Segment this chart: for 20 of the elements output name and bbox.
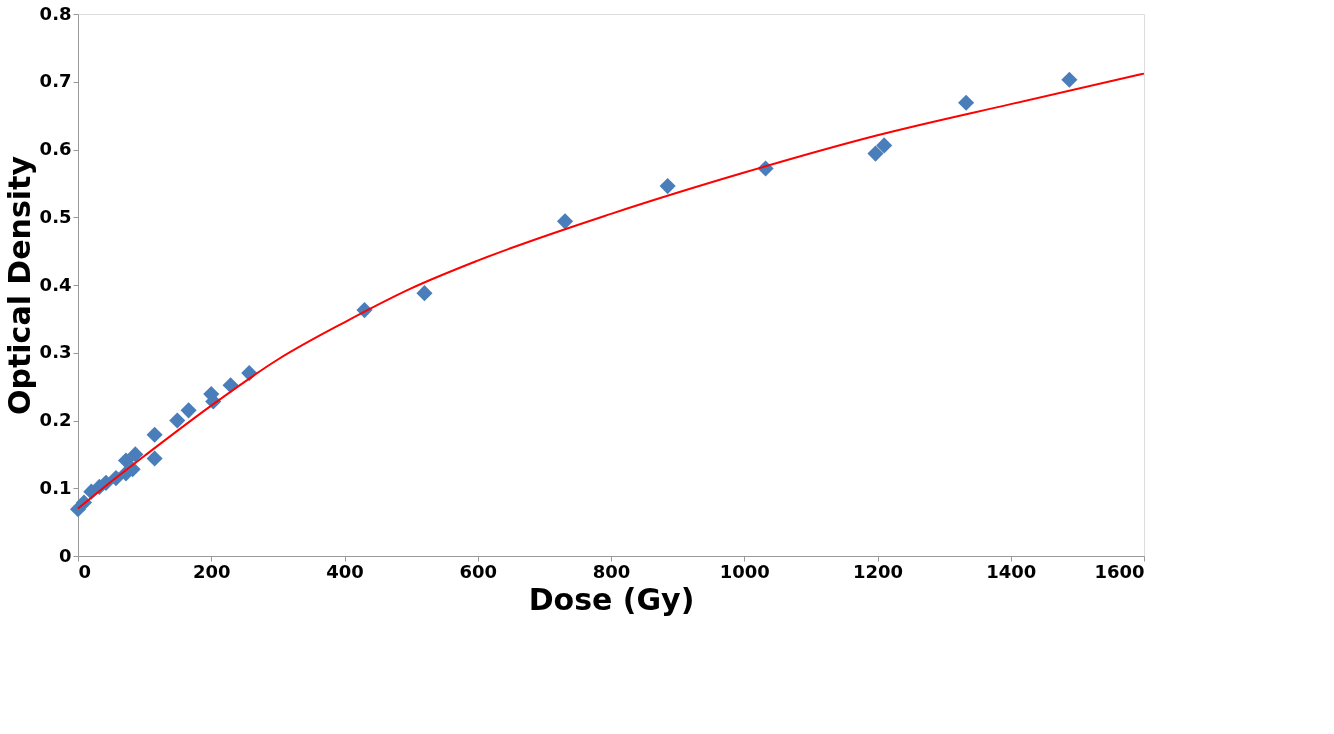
y-tick-label: 0.8 [39,2,72,24]
x-axis-title: Dose (Gy) [528,581,695,617]
x-tick-label: 800 [592,560,631,582]
y-tick-label: 0.6 [39,138,72,159]
y-tick-label: 0.7 [39,70,72,92]
y-tick-label: 0.4 [39,273,72,295]
y-tick-label: 0 [58,544,72,566]
x-tick-label: 0 [78,560,92,582]
x-tick-label: 400 [326,560,364,582]
x-tick-label: 200 [192,560,231,582]
x-tick-label: 1200 [852,560,904,582]
x-tick-label: 1000 [719,560,770,582]
y-axis-title: Optical Density [1,155,37,415]
x-tick-label: 1600 [1094,560,1145,582]
y-tick-label: 0.2 [39,409,72,430]
y-tick-label: 0.5 [39,205,72,227]
y-tick-label: 0.1 [39,476,72,498]
x-tick-label: 600 [459,560,498,582]
y-tick-label: 0.3 [39,341,72,363]
x-tick-label: 1400 [986,560,1037,582]
